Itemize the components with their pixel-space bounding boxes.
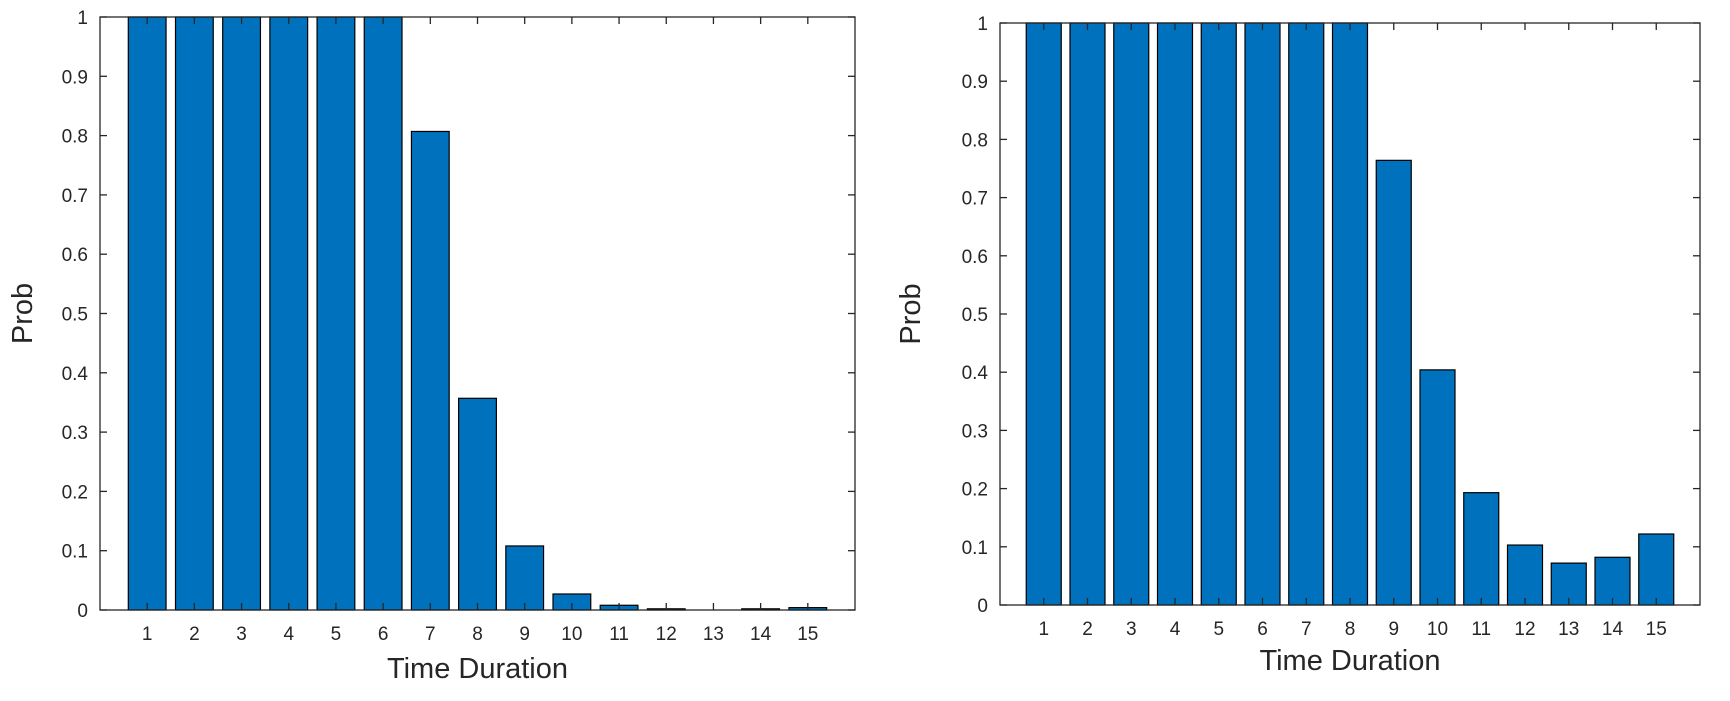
y-tick-label: 1 xyxy=(77,8,88,29)
x-tick-label: 2 xyxy=(1082,619,1093,640)
y-tick-label: 0.2 xyxy=(62,482,88,503)
x-tick-label: 6 xyxy=(378,624,389,645)
x-tick-label: 4 xyxy=(283,624,294,645)
x-tick-label: 13 xyxy=(703,624,724,645)
chart-right: 00.10.20.30.40.50.60.70.80.911 2 3 4 5 6 7 8 9 10… xyxy=(895,14,1701,677)
y-tick-label: 0.7 xyxy=(962,189,988,210)
y-tick-label: 0.1 xyxy=(962,538,988,559)
y-tick-label: 0.3 xyxy=(62,423,88,444)
bar-3 xyxy=(222,16,262,611)
x-tick-label: 7 xyxy=(425,624,436,645)
x-tick-label: 8 xyxy=(472,624,483,645)
x-tick-label: 14 xyxy=(1602,619,1624,640)
bar-12 xyxy=(1506,544,1544,606)
bar-2 xyxy=(174,16,214,611)
x-tick-label: 5 xyxy=(331,624,342,645)
bar-1 xyxy=(127,16,167,611)
y-tick-label: 0.8 xyxy=(962,130,988,151)
y-tick-label: 0.6 xyxy=(962,247,988,268)
y-tick-label: 0 xyxy=(977,596,988,617)
bar-4 xyxy=(1156,22,1194,606)
bar-9 xyxy=(505,545,545,611)
x-tick-label: 3 xyxy=(1126,619,1137,640)
x-tick-label: 9 xyxy=(1388,619,1399,640)
x-tick-label: 7 xyxy=(1301,619,1312,640)
bar-2 xyxy=(1069,22,1106,606)
x-tick-label: 3 xyxy=(236,624,247,645)
bar-5 xyxy=(1200,22,1237,606)
y-tick-label: 0.3 xyxy=(962,421,988,442)
x-tick-label: 9 xyxy=(519,624,530,645)
y-tick-label: 0.9 xyxy=(962,72,988,93)
bar-4 xyxy=(269,16,309,611)
y-tick-label: 0.5 xyxy=(962,305,988,326)
x-tick-label: 1 xyxy=(142,624,153,645)
y-tick-label: 1 xyxy=(977,14,988,35)
y-tick-label: 0.9 xyxy=(62,67,88,88)
bar-3 xyxy=(1113,22,1150,606)
y-tick-label: 0 xyxy=(77,601,88,622)
y-tick-label: 0.4 xyxy=(962,363,989,384)
x-tick-label: 11 xyxy=(1471,619,1491,640)
x-tick-label: 4 xyxy=(1170,619,1181,640)
x-tick-label: 14 xyxy=(750,624,772,645)
y-tick-label: 0.8 xyxy=(62,127,88,148)
y-tick-label: 0.4 xyxy=(62,364,89,385)
x-tick-label: 13 xyxy=(1558,619,1579,640)
bar-5 xyxy=(316,16,356,611)
x-tick-label: 6 xyxy=(1257,619,1268,640)
x-tick-label: 15 xyxy=(1646,619,1667,640)
bar-8 xyxy=(1331,22,1369,606)
x-axis-label: Time Duration xyxy=(387,653,568,685)
x-tick-label: 8 xyxy=(1345,619,1356,640)
y-tick-label: 0.2 xyxy=(962,480,988,501)
y-tick-label: 0.1 xyxy=(62,542,88,563)
y-tick-label: 0.7 xyxy=(62,186,88,207)
x-axis-label: Time Duration xyxy=(1259,645,1440,677)
bar-11 xyxy=(1463,492,1500,606)
bar-7 xyxy=(410,130,450,611)
y-axis-label: Prob xyxy=(7,283,39,344)
x-tick-label: 10 xyxy=(561,624,582,645)
y-tick-label: 0.5 xyxy=(62,305,88,326)
bar-6 xyxy=(1244,22,1281,606)
x-tick-label: 10 xyxy=(1427,619,1448,640)
y-axis-label: Prob xyxy=(895,283,927,344)
bar-15 xyxy=(1638,533,1675,606)
bar-14 xyxy=(1594,556,1631,606)
x-tick-label: 12 xyxy=(656,624,677,645)
bar-9 xyxy=(1375,159,1412,606)
x-tick-label: 2 xyxy=(189,624,200,645)
chart-left: 00.10.20.30.40.50.60.70.80.911 2 3 4 5 6 7 8 9 10… xyxy=(7,8,856,685)
y-tick-label: 0.6 xyxy=(62,245,88,266)
bar-6 xyxy=(363,16,403,611)
bar-1 xyxy=(1025,22,1062,606)
x-tick-label: 15 xyxy=(797,624,818,645)
x-tick-label: 11 xyxy=(609,624,629,645)
bar-7 xyxy=(1288,22,1325,606)
bar-8 xyxy=(458,397,497,611)
bar-10 xyxy=(1419,369,1456,606)
x-tick-label: 1 xyxy=(1038,619,1049,640)
x-tick-label: 5 xyxy=(1213,619,1224,640)
x-tick-label: 12 xyxy=(1514,619,1535,640)
